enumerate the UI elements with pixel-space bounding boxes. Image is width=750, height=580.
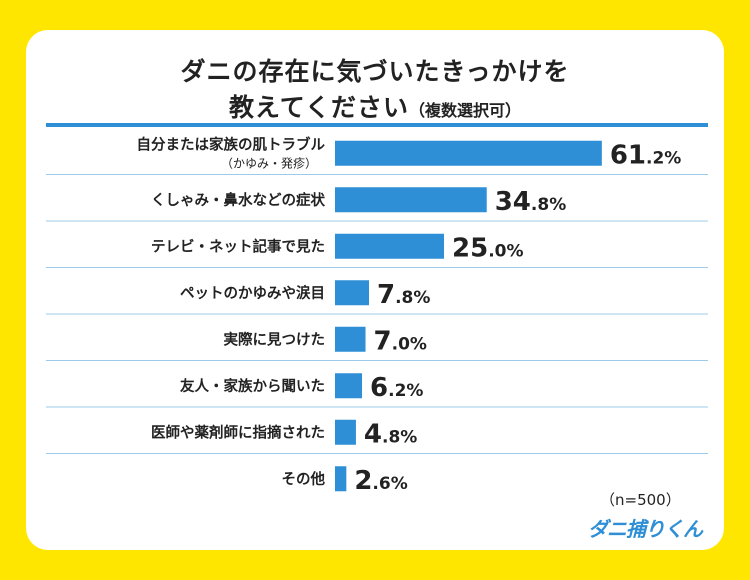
bar xyxy=(335,140,602,166)
category-label: その他 xyxy=(282,470,326,488)
category-label: くしゃみ・鼻水などの症状 xyxy=(151,191,325,209)
chart-title-line2: 教えてください（複数選択可） xyxy=(0,88,750,124)
brand-logo: ダニ捕りくん xyxy=(588,517,703,541)
category-label: 友人・家族から聞いた xyxy=(180,377,325,395)
chart-title-sub: （複数選択可） xyxy=(409,101,522,120)
bar xyxy=(335,233,444,259)
category-label: ペットのかゆみや涙目 xyxy=(180,284,325,302)
category-label: 医師や薬剤師に指摘された xyxy=(151,423,325,441)
value-label: 4.8% xyxy=(364,419,417,449)
value-label: 34.8% xyxy=(495,187,567,217)
sample-size-note: （n=500） xyxy=(600,491,681,509)
category-sublabel: （かゆみ・発疹） xyxy=(221,155,317,170)
bar xyxy=(335,373,363,399)
bar xyxy=(335,419,356,445)
value-label: 25.0% xyxy=(452,233,524,263)
category-label: 実際に見つけた xyxy=(224,330,326,348)
value-label: 61.2% xyxy=(610,140,682,170)
chart-title-main: 教えてください xyxy=(228,93,409,122)
value-label: 2.6% xyxy=(354,466,407,496)
chart-card xyxy=(26,30,724,550)
value-label: 6.2% xyxy=(370,373,423,403)
value-label: 7.8% xyxy=(377,280,430,310)
title-underline xyxy=(46,123,708,127)
bar xyxy=(335,187,487,213)
bar xyxy=(335,326,366,352)
bar xyxy=(335,466,347,492)
value-label: 7.0% xyxy=(374,326,427,356)
bar xyxy=(335,280,370,306)
category-label: テレビ・ネット記事で見た xyxy=(151,237,325,255)
chart-title-line1: ダニの存在に気づいたきっかけを xyxy=(180,57,570,86)
category-label: 自分または家族の肌トラブル xyxy=(137,135,326,153)
